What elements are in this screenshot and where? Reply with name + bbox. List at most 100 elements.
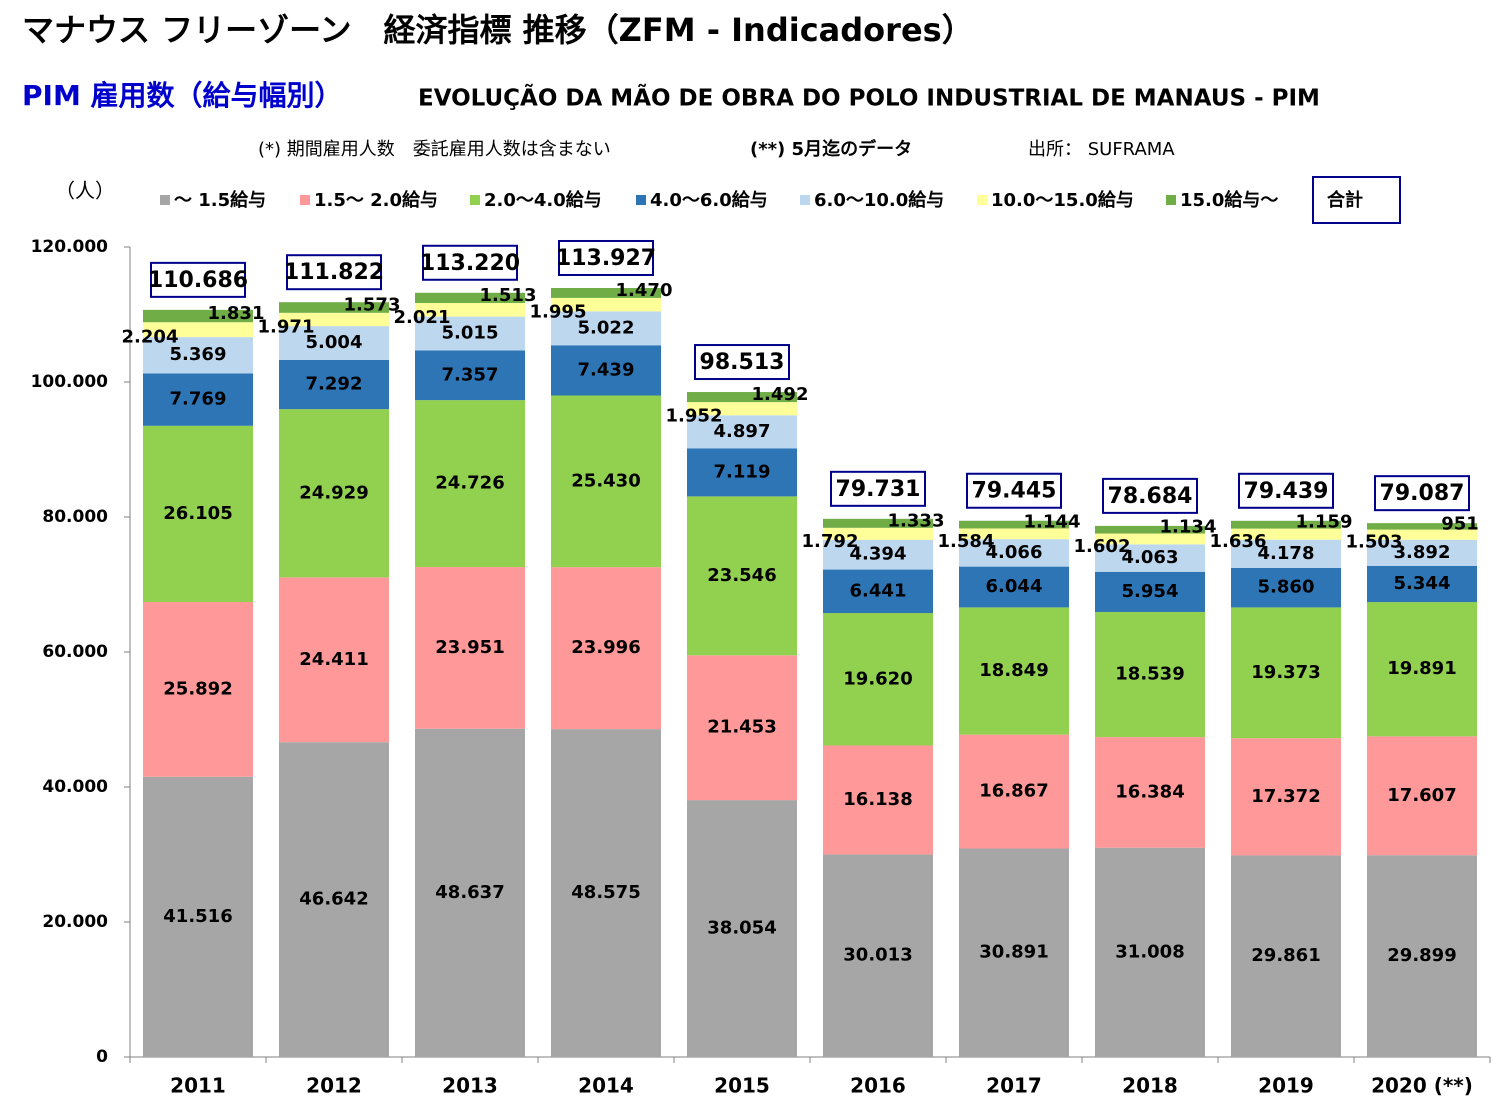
data-label: 1.333 bbox=[888, 510, 945, 531]
x-tick-label: 2013 bbox=[442, 1074, 498, 1098]
total-label: 79.731 bbox=[836, 477, 921, 502]
bar-segment bbox=[687, 655, 797, 801]
bar-segment bbox=[279, 326, 389, 360]
total-label: 111.822 bbox=[284, 260, 384, 285]
bar-segment bbox=[1095, 847, 1205, 1057]
bar-segment bbox=[551, 729, 661, 1057]
bar-segment bbox=[823, 569, 933, 614]
legend-label: 2.0～4.0給与 bbox=[484, 189, 602, 211]
legend-swatch bbox=[300, 195, 310, 205]
data-label: 1.573 bbox=[344, 295, 401, 316]
data-label: 23.951 bbox=[435, 637, 504, 658]
data-label: 19.620 bbox=[843, 668, 912, 689]
bar-segment bbox=[415, 292, 525, 303]
bar-segment bbox=[143, 776, 253, 1057]
bar-segment bbox=[959, 848, 1069, 1057]
data-label: 5.860 bbox=[1258, 577, 1315, 598]
bar-segment bbox=[823, 854, 933, 1057]
data-label: 26.105 bbox=[163, 503, 232, 524]
bar-segment bbox=[1367, 523, 1477, 530]
y-tick-label: 0 bbox=[96, 1047, 108, 1067]
data-label: 38.054 bbox=[707, 918, 776, 939]
data-label: 1.602 bbox=[1074, 536, 1131, 557]
total-label: 113.927 bbox=[556, 246, 656, 271]
bar-segment bbox=[279, 359, 389, 410]
bar-segment bbox=[1095, 737, 1205, 848]
x-tick-label: 2020 (**) bbox=[1371, 1074, 1473, 1098]
bar-segment bbox=[551, 567, 661, 730]
total-label: 79.445 bbox=[972, 479, 1057, 504]
y-tick-label: 80.000 bbox=[42, 507, 108, 527]
note: (*) 期間雇用人数 委託雇用人数は含まない bbox=[258, 139, 611, 160]
data-label: 16.138 bbox=[843, 789, 912, 810]
legend-swatch bbox=[1166, 195, 1176, 205]
bar-segment bbox=[415, 400, 525, 568]
bar-segment bbox=[1367, 529, 1477, 540]
legend-swatch bbox=[160, 195, 170, 205]
bar-segment bbox=[959, 520, 1069, 529]
data-label: 17.607 bbox=[1387, 785, 1456, 806]
data-label: 1.971 bbox=[258, 316, 315, 337]
bar-segment bbox=[823, 745, 933, 855]
total-box bbox=[286, 254, 382, 291]
data-label: 23.996 bbox=[571, 637, 640, 658]
data-label: 19.373 bbox=[1251, 662, 1320, 683]
x-tick-label: 2018 bbox=[1122, 1074, 1178, 1098]
bar-segment bbox=[551, 345, 661, 396]
bar-segment bbox=[1095, 533, 1205, 545]
data-label: 1.636 bbox=[1210, 531, 1267, 552]
bar-segment bbox=[687, 448, 797, 497]
bar-segment bbox=[687, 415, 797, 449]
bar-segment bbox=[687, 402, 797, 416]
bar-segment bbox=[959, 528, 1069, 540]
legend-label: 10.0～15.0給与 bbox=[991, 189, 1134, 211]
data-label: 18.539 bbox=[1115, 664, 1184, 685]
bar-segment bbox=[551, 287, 661, 298]
bar-segment bbox=[1095, 525, 1205, 534]
y-tick-label: 40.000 bbox=[42, 777, 108, 797]
bar-segment bbox=[823, 518, 933, 528]
bar-segment bbox=[687, 800, 797, 1057]
total-label: 113.220 bbox=[420, 251, 520, 276]
total-box bbox=[694, 344, 790, 381]
bar-segment bbox=[959, 734, 1069, 849]
data-label: 5.369 bbox=[170, 344, 227, 365]
bar-segment bbox=[415, 316, 525, 351]
data-label: 7.119 bbox=[714, 461, 771, 482]
bar-segment bbox=[1367, 855, 1477, 1057]
chart-subtitle2: EVOLUÇÃO DA MÃO DE OBRA DO POLO INDUSTRI… bbox=[418, 84, 1320, 112]
bar-segment bbox=[1231, 607, 1341, 739]
bar-segment bbox=[279, 312, 389, 327]
data-label: 24.929 bbox=[299, 482, 368, 503]
data-label: 46.642 bbox=[299, 889, 368, 910]
data-label: 4.066 bbox=[986, 542, 1043, 563]
total-label: 98.513 bbox=[700, 350, 785, 375]
bar-segment bbox=[687, 392, 797, 403]
bar-segment bbox=[279, 409, 389, 578]
total-box bbox=[1102, 477, 1198, 514]
legend-label: 4.0～6.0給与 bbox=[650, 189, 768, 211]
bar-segment bbox=[1231, 855, 1341, 1057]
legend-swatch bbox=[636, 195, 646, 205]
data-label: 4.063 bbox=[1122, 547, 1179, 568]
data-label: 6.044 bbox=[986, 576, 1043, 597]
data-label: 951 bbox=[1441, 513, 1479, 534]
data-label: 4.897 bbox=[714, 421, 771, 442]
data-label: 29.899 bbox=[1387, 945, 1456, 966]
data-label: 30.013 bbox=[843, 945, 912, 966]
data-label: 1.831 bbox=[208, 303, 265, 324]
bar-segment bbox=[415, 567, 525, 729]
legend-swatch bbox=[800, 195, 810, 205]
bar-segment bbox=[1231, 539, 1341, 568]
y-tick-label: 20.000 bbox=[42, 912, 108, 932]
data-label: 4.178 bbox=[1258, 543, 1315, 564]
data-label: 1.513 bbox=[480, 285, 537, 306]
total-label: 79.439 bbox=[1244, 479, 1329, 504]
data-label: 31.008 bbox=[1115, 941, 1184, 962]
x-tick-label: 2012 bbox=[306, 1074, 362, 1098]
total-box bbox=[1374, 475, 1470, 512]
bar-segment bbox=[1095, 544, 1205, 572]
bar-segment bbox=[1095, 571, 1205, 612]
legend-label: 15.0給与～ bbox=[1180, 189, 1278, 211]
